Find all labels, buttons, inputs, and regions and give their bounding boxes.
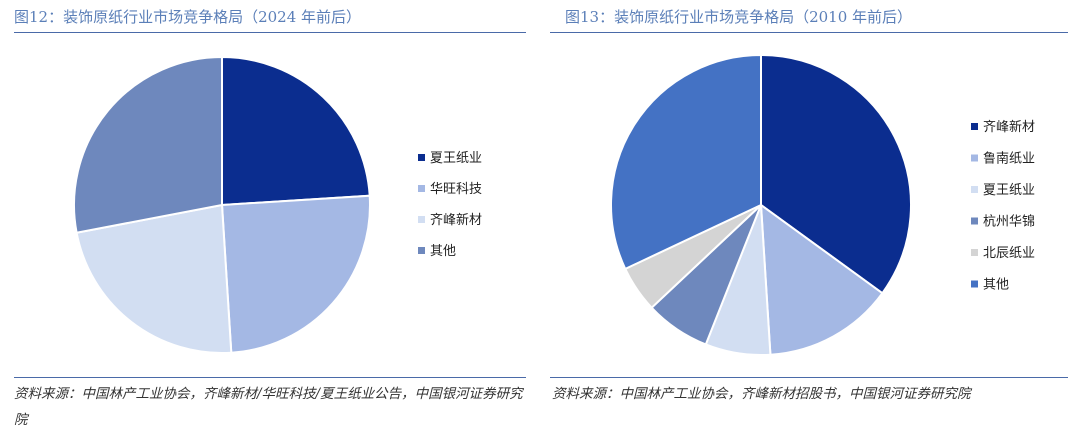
chart-title: 图13：装饰原纸行业市场竞争格局（2010 年前后） [565, 8, 913, 26]
pie-slice [610, 53, 762, 271]
source-rule [14, 377, 526, 378]
legend-label: 齐峰新材 [430, 212, 482, 228]
pie-slice [75, 203, 233, 355]
pie-slice [73, 55, 223, 234]
pie-slice [759, 202, 884, 356]
legend-swatch [971, 280, 978, 288]
pie-slice [221, 55, 371, 207]
legend-swatch [971, 154, 978, 162]
legend-label: 其他 [430, 244, 456, 259]
legend-swatch [971, 123, 978, 130]
legend-swatch [418, 185, 425, 192]
legend-swatch [418, 154, 425, 161]
chart-panel-right: 图13：装饰原纸行业市场竞争格局（2010 年前后） 齐峰新材鲁南纸业夏王纸业杭… [540, 0, 1080, 435]
title-rule [550, 32, 1068, 33]
chart-panel-left: 图12：装饰原纸行业市场竞争格局（2024 年前后） 夏王纸业华旺科技齐峰新材其… [14, 8, 526, 428]
legend-swatch [971, 217, 978, 225]
chart-title: 图12：装饰原纸行业市场竞争格局（2024 年前后） [14, 8, 362, 26]
legend-label: 华旺科技 [430, 182, 482, 197]
legend-swatch [418, 216, 425, 223]
legend-swatch [971, 186, 978, 193]
source-note: 资料来源：中国林产工业协会，齐峰新材招股书，中国银河证券研究院 [552, 386, 971, 402]
legend-label: 齐峰新材 [983, 119, 1035, 135]
pie-slice [760, 53, 912, 295]
title-rule [14, 32, 526, 33]
legend-label: 杭州华锦 [983, 215, 1035, 230]
legend-label: 夏王纸业 [983, 183, 1035, 198]
legend-swatch [971, 249, 978, 256]
legend-label: 北辰纸业 [983, 246, 1035, 261]
legend-label: 鲁南纸业 [983, 151, 1035, 167]
legend-label: 夏王纸业 [430, 151, 482, 166]
source-note: 资料来源：中国林产工业协会，齐峰新材/华旺科技/夏王纸业公告，中国银河证券研究院 [14, 386, 523, 428]
pie-slice [220, 194, 371, 354]
legend-swatch [418, 247, 425, 254]
source-rule [550, 377, 1068, 378]
legend-label: 其他 [983, 278, 1009, 293]
